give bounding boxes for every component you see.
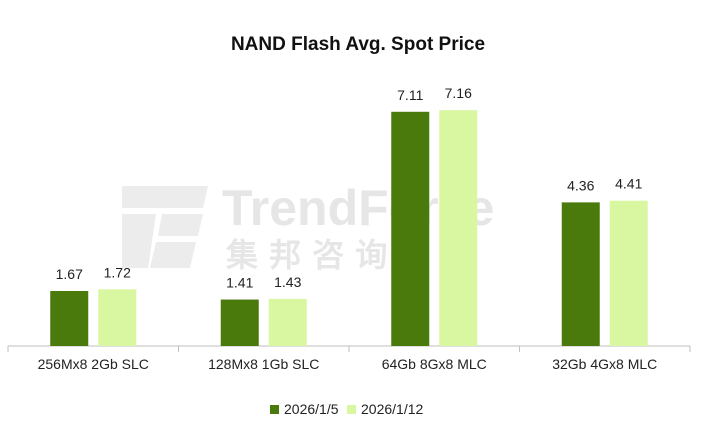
x-tick-label-128mx8-1gb-slc: 128Mx8 1Gb SLC: [208, 356, 319, 372]
x-axis-ticks: [7, 346, 691, 352]
legend-swatch-2026-1-5: [270, 405, 279, 414]
data-label-2026-1-12-128mx8-1gb-slc: 1.43: [274, 274, 301, 290]
data-labels-group: 1.67 1.72 1.41 1.43 7.11 7.16 4.36 4.41: [56, 85, 643, 290]
data-label-2026-1-12-64gb-8gx8-mlc: 7.16: [445, 85, 472, 101]
legend: 2026/1/5 2026/1/12: [270, 401, 423, 417]
data-label-2026-1-5-32gb-4gx8-mlc: 4.36: [567, 177, 594, 193]
watermark-logo: [122, 186, 208, 268]
legend-label-2026-1-12: 2026/1/12: [361, 401, 423, 417]
data-label-2026-1-12-32gb-4gx8-mlc: 4.41: [615, 176, 642, 192]
watermark: TrendForce 集 邦 咨 询: [122, 180, 494, 274]
legend-label-2026-1-5: 2026/1/5: [284, 401, 339, 417]
bars-group: [50, 110, 648, 346]
bar-2026-1-5-32gb-4gx8-mlc: [561, 202, 600, 346]
bar-2026-1-12-256mx8-2gb-slc: [98, 289, 137, 346]
data-label-2026-1-12-256mx8-2gb-slc: 1.72: [104, 264, 131, 280]
legend-swatch-2026-1-12: [347, 405, 356, 414]
bar-2026-1-5-128mx8-1gb-slc: [220, 299, 259, 346]
x-tick-label-256mx8-2gb-slc: 256Mx8 2Gb SLC: [38, 356, 149, 372]
x-tick-label-64gb-8gx8-mlc: 64Gb 8Gx8 MLC: [382, 356, 487, 372]
chart-title: NAND Flash Avg. Spot Price: [231, 34, 485, 55]
bar-2026-1-12-128mx8-1gb-slc: [268, 298, 307, 346]
watermark-brand-cn: 集 邦 咨 询: [225, 236, 387, 274]
bar-2026-1-5-256mx8-2gb-slc: [50, 290, 89, 346]
x-axis-labels: 256Mx8 2Gb SLC 128Mx8 1Gb SLC 64Gb 8Gx8 …: [38, 356, 658, 372]
data-label-2026-1-5-128mx8-1gb-slc: 1.41: [226, 275, 253, 291]
x-tick-label-32gb-4gx8-mlc: 32Gb 4Gx8 MLC: [552, 356, 657, 372]
bar-2026-1-5-64gb-8gx8-mlc: [391, 111, 430, 346]
bar-2026-1-12-64gb-8gx8-mlc: [439, 110, 478, 346]
data-label-2026-1-5-256mx8-2gb-slc: 1.67: [56, 266, 83, 282]
data-label-2026-1-5-64gb-8gx8-mlc: 7.11: [397, 87, 423, 103]
bar-2026-1-12-32gb-4gx8-mlc: [609, 200, 648, 346]
